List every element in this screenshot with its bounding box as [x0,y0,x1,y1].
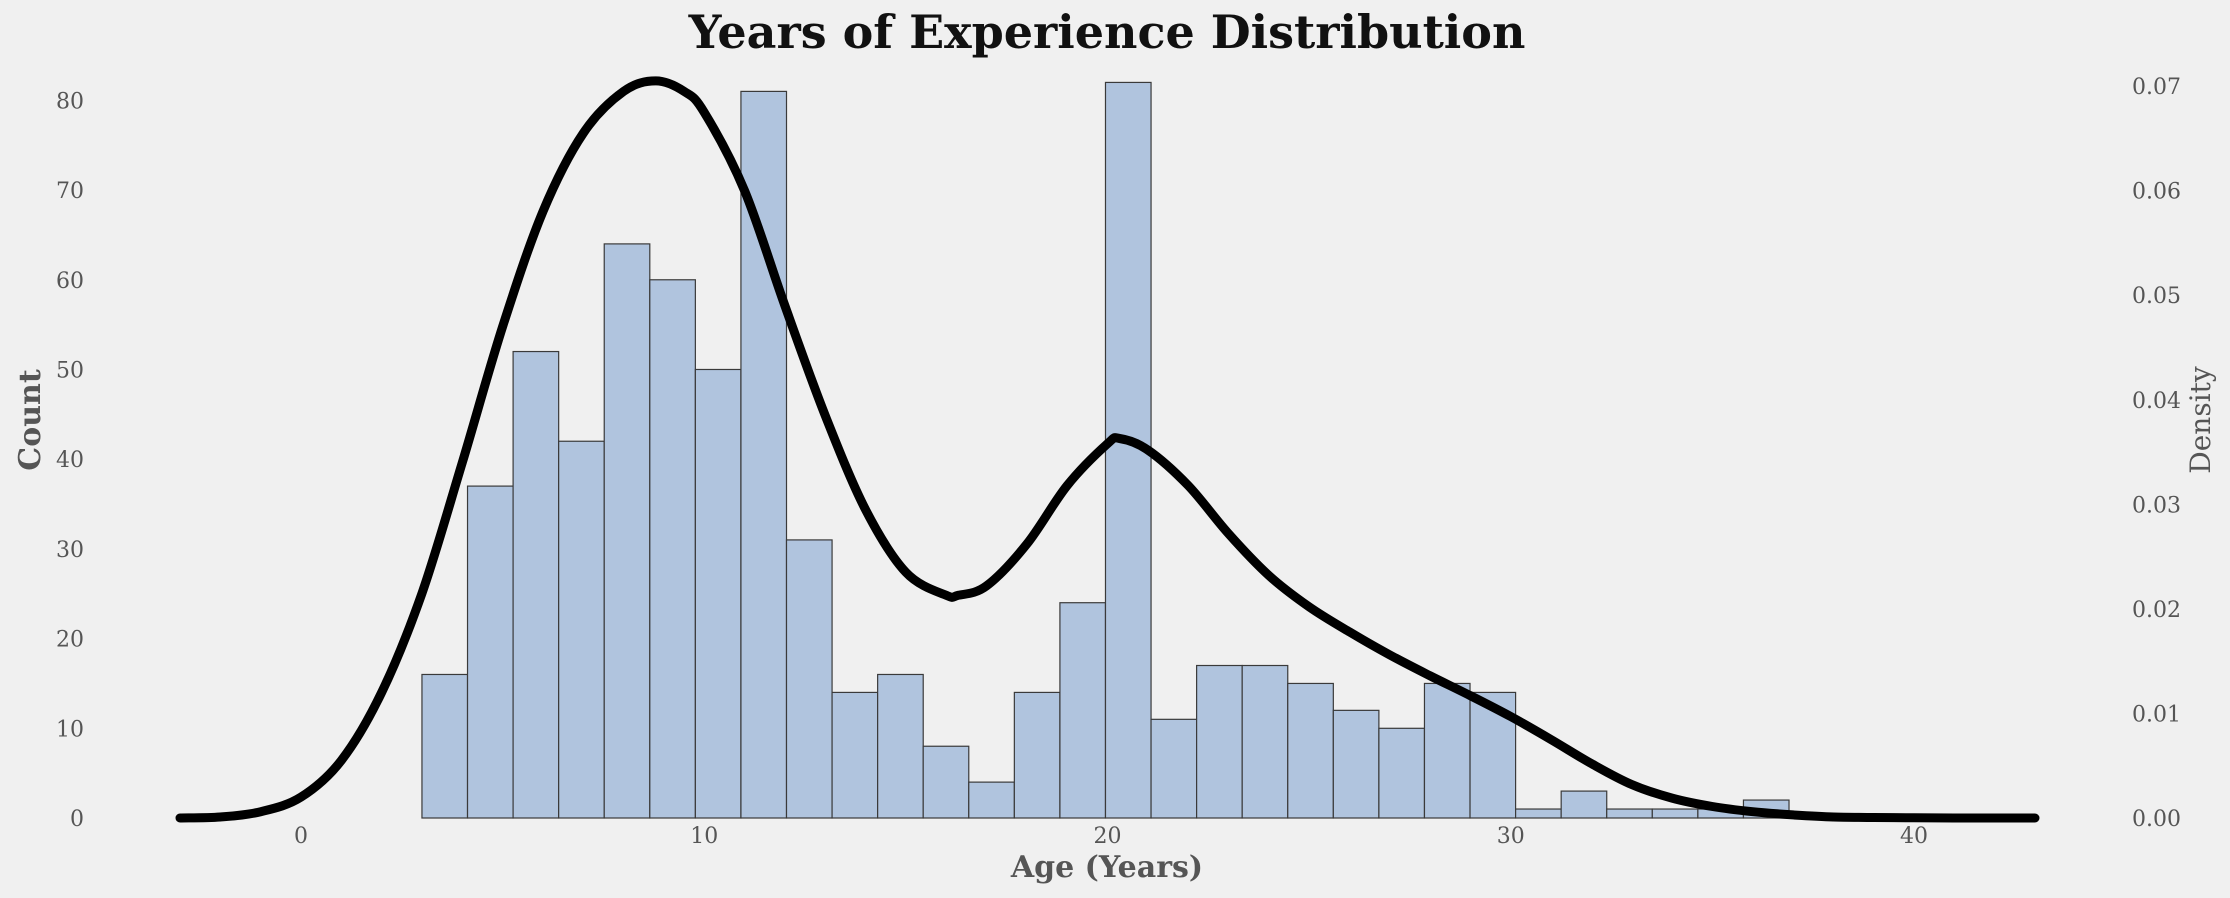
y-tick-label: 80 [56,89,84,114]
histogram-bar [785,539,833,819]
density-curve [175,76,2040,823]
y-tick-label: 30 [56,538,84,563]
histogram-bar [1378,727,1426,819]
histogram-bar [1423,682,1471,819]
x-tick-label: 40 [1900,824,1928,849]
x-tick-label: 20 [1094,824,1122,849]
histogram-bar [1560,790,1608,819]
histogram-bar [558,440,605,819]
y2-tick-label: 0.02 [2132,598,2181,623]
y-tick-label: 40 [56,448,84,473]
histogram-bar [1469,691,1517,819]
histogram-bar [1606,808,1653,819]
y2-tick-label: 0.07 [2132,75,2181,100]
y-tick-label: 0 [70,807,84,832]
histogram-bar [968,781,1015,819]
y-tick-label: 60 [56,269,84,294]
y-tick-label: 50 [56,358,84,383]
y2-axis-ticks: 0.00 0.01 0.02 0.03 0.04 0.05 0.06 0.07 [2132,75,2181,832]
y2-tick-label: 0.03 [2132,493,2181,518]
y2-tick-label: 0.06 [2132,180,2181,205]
x-axis-ticks: 0 10 20 30 40 [294,824,1928,849]
histogram-bar [694,368,742,819]
histogram-bar [831,691,879,819]
y-tick-label: 70 [56,179,84,204]
y2-tick-label: 0.04 [2132,389,2181,414]
y2-tick-label: 0.05 [2132,284,2181,309]
x-tick-label: 30 [1497,824,1525,849]
x-tick-label: 10 [690,824,718,849]
y-tick-label: 10 [56,717,84,742]
histogram-bar [1059,602,1107,819]
histogram-bar [512,350,560,819]
histogram-bar [1196,664,1243,819]
y-tick-label: 20 [56,628,84,653]
y-axis-ticks: 0 10 20 30 40 50 60 70 80 [56,89,84,832]
y2-axis-label: Density [2184,366,2217,474]
histogram-bar [922,745,970,819]
histogram-bar [877,673,924,819]
x-tick-label: 0 [294,824,308,849]
histogram-bar [649,279,696,819]
histogram-bar [1332,709,1380,819]
histogram-bar [421,673,469,819]
y2-tick-label: 0.01 [2132,702,2181,727]
x-axis-label: Age (Years) [1010,850,1203,885]
histogram-bar [1241,664,1289,819]
chart-title: Years of Experience Distribution [688,5,1526,59]
histogram-bar [1287,682,1334,819]
histogram-bar [1514,808,1562,819]
histogram-bar [466,485,514,819]
histogram-bar [1651,808,1699,819]
histogram-bar [603,243,651,819]
y2-tick-label: 0.00 [2132,807,2181,832]
histogram-bar [1150,718,1198,819]
histogram-bar [1013,691,1061,819]
y-axis-label: Count [13,369,48,471]
